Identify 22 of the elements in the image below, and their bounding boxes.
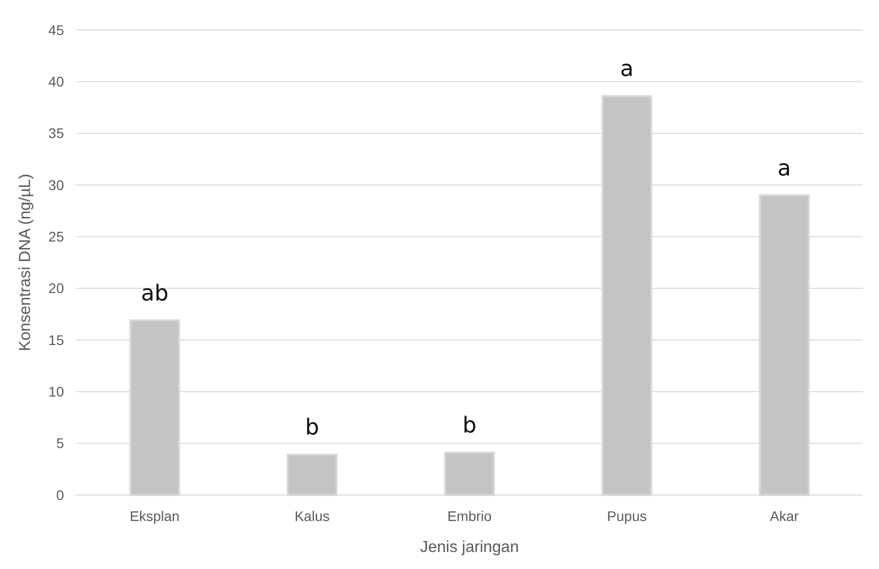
y-tick-label: 40 <box>48 74 64 90</box>
y-tick-label: 45 <box>48 22 64 38</box>
y-tick-label: 35 <box>48 125 64 142</box>
annotation: ab <box>140 281 168 306</box>
y-tick-label: 25 <box>48 228 64 245</box>
annotation: b <box>305 416 320 441</box>
x-tick-label: Kalus <box>294 508 330 524</box>
x-tick-label: Akar <box>770 508 800 524</box>
annotation: a <box>620 57 634 82</box>
y-tick-label: 10 <box>48 384 64 400</box>
annotation: a <box>778 156 792 182</box>
y-tick-label: 20 <box>48 280 64 296</box>
y-axis-title: Konsentrasi DNA (ng/µL) <box>17 174 34 352</box>
x-tick-label: Pupus <box>607 508 647 524</box>
y-tick-label: 0 <box>56 486 64 503</box>
x-tick-label: Eksplan <box>130 508 180 524</box>
y-tick-label: 5 <box>56 435 64 452</box>
x-tick-label: Embrio <box>447 508 492 524</box>
annotation: b <box>462 414 476 439</box>
y-tick-label: 15 <box>48 332 64 348</box>
y-tick-label: 30 <box>48 176 64 193</box>
x-axis-title: Jenis jaringan <box>420 539 519 556</box>
